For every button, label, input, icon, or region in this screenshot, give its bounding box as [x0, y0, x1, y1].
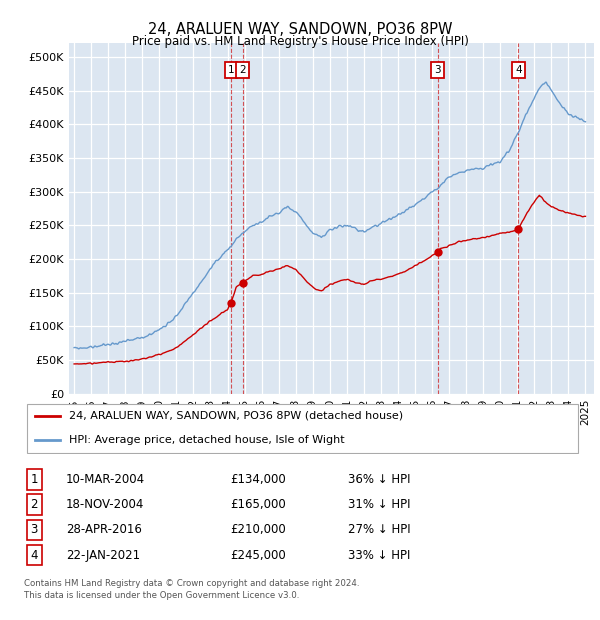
Text: HPI: Average price, detached house, Isle of Wight: HPI: Average price, detached house, Isle… — [68, 435, 344, 445]
Text: 22-JAN-2021: 22-JAN-2021 — [66, 549, 140, 562]
Text: £134,000: £134,000 — [230, 473, 286, 486]
Text: 4: 4 — [30, 549, 38, 562]
Text: Price paid vs. HM Land Registry's House Price Index (HPI): Price paid vs. HM Land Registry's House … — [131, 35, 469, 48]
FancyBboxPatch shape — [27, 404, 578, 453]
Text: 2: 2 — [239, 65, 246, 76]
Text: 1: 1 — [227, 65, 234, 76]
Text: 3: 3 — [434, 65, 441, 76]
Text: £210,000: £210,000 — [230, 523, 286, 536]
Text: 2: 2 — [30, 498, 38, 511]
Text: 10-MAR-2004: 10-MAR-2004 — [66, 473, 145, 486]
Text: 18-NOV-2004: 18-NOV-2004 — [66, 498, 144, 511]
Text: 36% ↓ HPI: 36% ↓ HPI — [347, 473, 410, 486]
Text: 28-APR-2016: 28-APR-2016 — [66, 523, 142, 536]
Text: 24, ARALUEN WAY, SANDOWN, PO36 8PW (detached house): 24, ARALUEN WAY, SANDOWN, PO36 8PW (deta… — [68, 410, 403, 421]
Text: 4: 4 — [515, 65, 521, 76]
Text: 24, ARALUEN WAY, SANDOWN, PO36 8PW: 24, ARALUEN WAY, SANDOWN, PO36 8PW — [148, 22, 452, 37]
Text: 31% ↓ HPI: 31% ↓ HPI — [347, 498, 410, 511]
Text: This data is licensed under the Open Government Licence v3.0.: This data is licensed under the Open Gov… — [24, 591, 299, 600]
Text: 1: 1 — [30, 473, 38, 486]
Text: 3: 3 — [31, 523, 38, 536]
Text: £245,000: £245,000 — [230, 549, 286, 562]
Text: £165,000: £165,000 — [230, 498, 286, 511]
Text: 27% ↓ HPI: 27% ↓ HPI — [347, 523, 410, 536]
Text: Contains HM Land Registry data © Crown copyright and database right 2024.: Contains HM Land Registry data © Crown c… — [24, 579, 359, 588]
Text: 33% ↓ HPI: 33% ↓ HPI — [347, 549, 410, 562]
